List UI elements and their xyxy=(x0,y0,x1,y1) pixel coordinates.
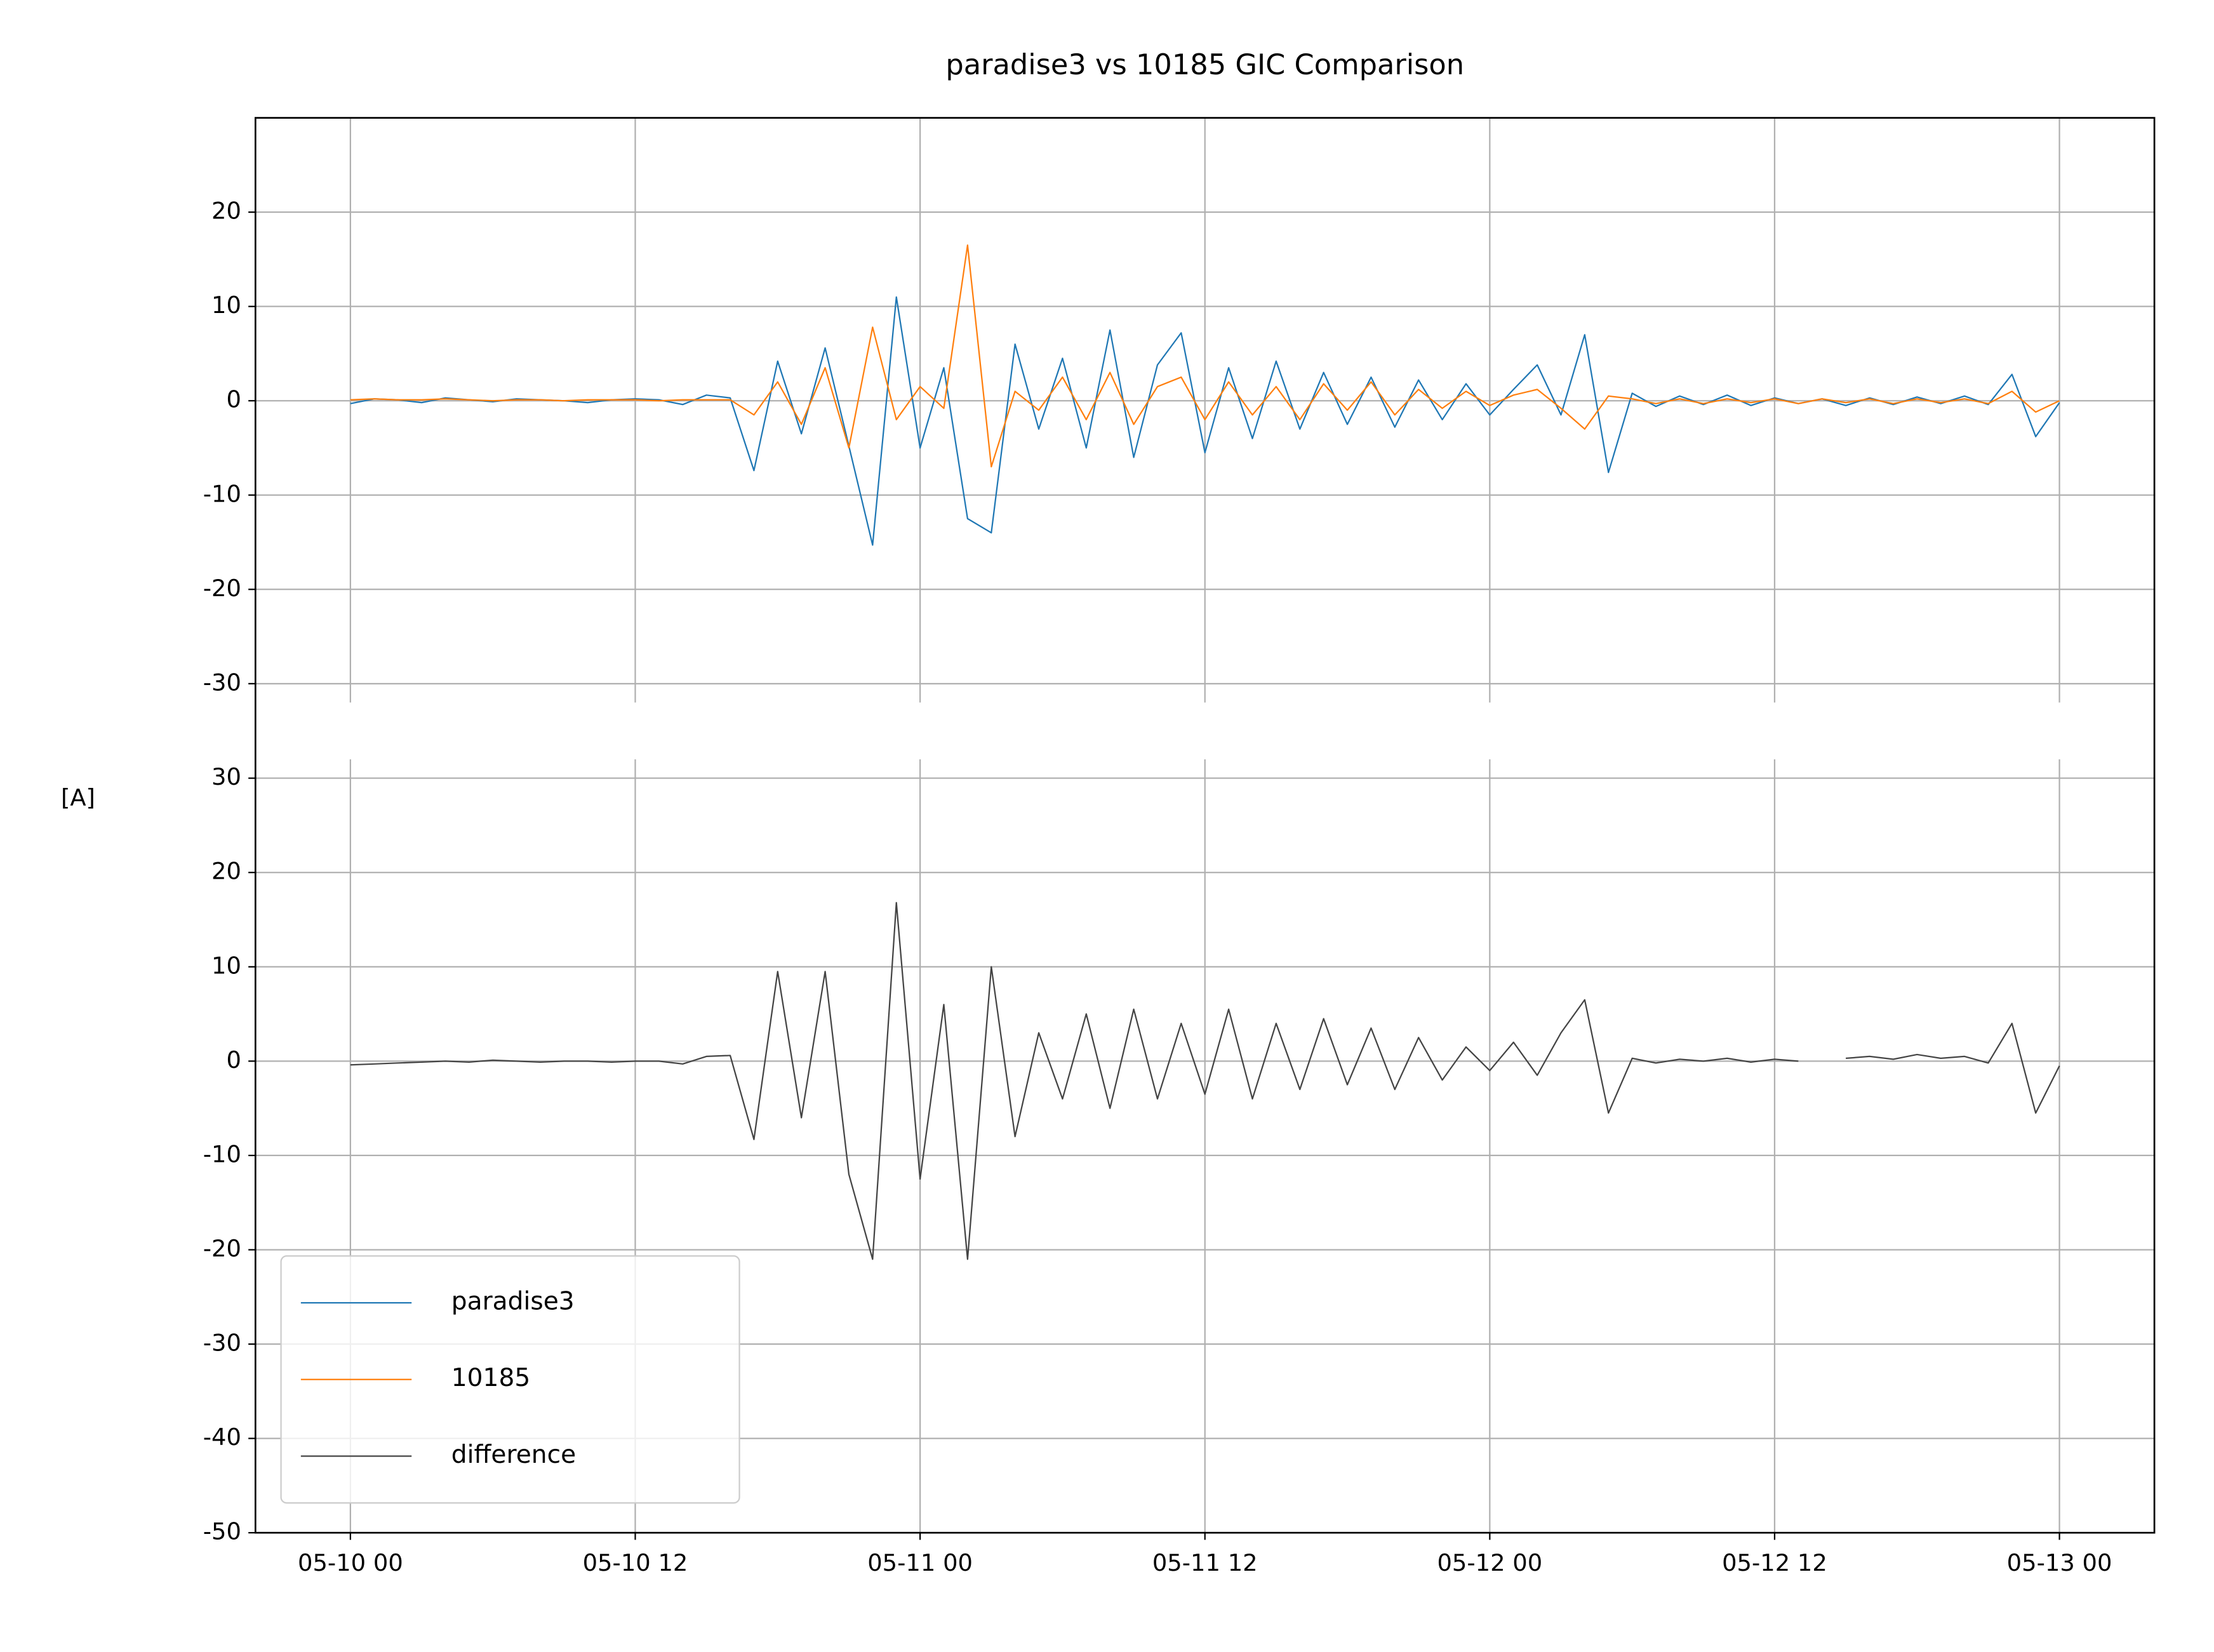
y-tick-label: -10 xyxy=(203,480,241,507)
y-tick-label: -10 xyxy=(203,1140,241,1168)
y-tick-label: -50 xyxy=(203,1518,241,1545)
legend-label: paradise3 xyxy=(451,1288,575,1316)
y-tick-label: 20 xyxy=(211,197,241,225)
y-tick-label: -30 xyxy=(203,669,241,696)
series-line xyxy=(350,296,2060,546)
y-tick-label: 10 xyxy=(211,291,241,319)
series-line xyxy=(350,902,2060,1260)
y-tick-label: 10 xyxy=(211,952,241,979)
legend-label: 10185 xyxy=(451,1364,530,1392)
x-tick-label: 05-11 12 xyxy=(1152,1549,1258,1576)
y-tick-label: 0 xyxy=(227,386,241,413)
x-tick-label: 05-10 12 xyxy=(583,1549,688,1576)
y-tick-label: -20 xyxy=(203,1235,241,1262)
y-tick-label: 20 xyxy=(211,858,241,885)
x-tick-label: 05-10 00 xyxy=(298,1549,403,1576)
x-tick-label: 05-11 00 xyxy=(867,1549,973,1576)
legend-box xyxy=(280,1255,740,1504)
y-tick-label: -20 xyxy=(203,575,241,602)
y-tick-label: -40 xyxy=(203,1423,241,1451)
y-tick-label: 30 xyxy=(211,763,241,790)
legend-label: difference xyxy=(451,1441,576,1469)
y-axis-label: [A] xyxy=(61,784,95,811)
x-tick-label: 05-12 00 xyxy=(1437,1549,1542,1576)
y-tick-label: -30 xyxy=(203,1329,241,1357)
series-line xyxy=(350,244,2060,468)
x-tick-label: 05-12 12 xyxy=(1722,1549,1827,1576)
y-tick-label: 0 xyxy=(227,1046,241,1074)
x-tick-label: 05-13 00 xyxy=(2007,1549,2112,1576)
chart-title: paradise3 vs 10185 GIC Comparison xyxy=(945,48,1464,81)
